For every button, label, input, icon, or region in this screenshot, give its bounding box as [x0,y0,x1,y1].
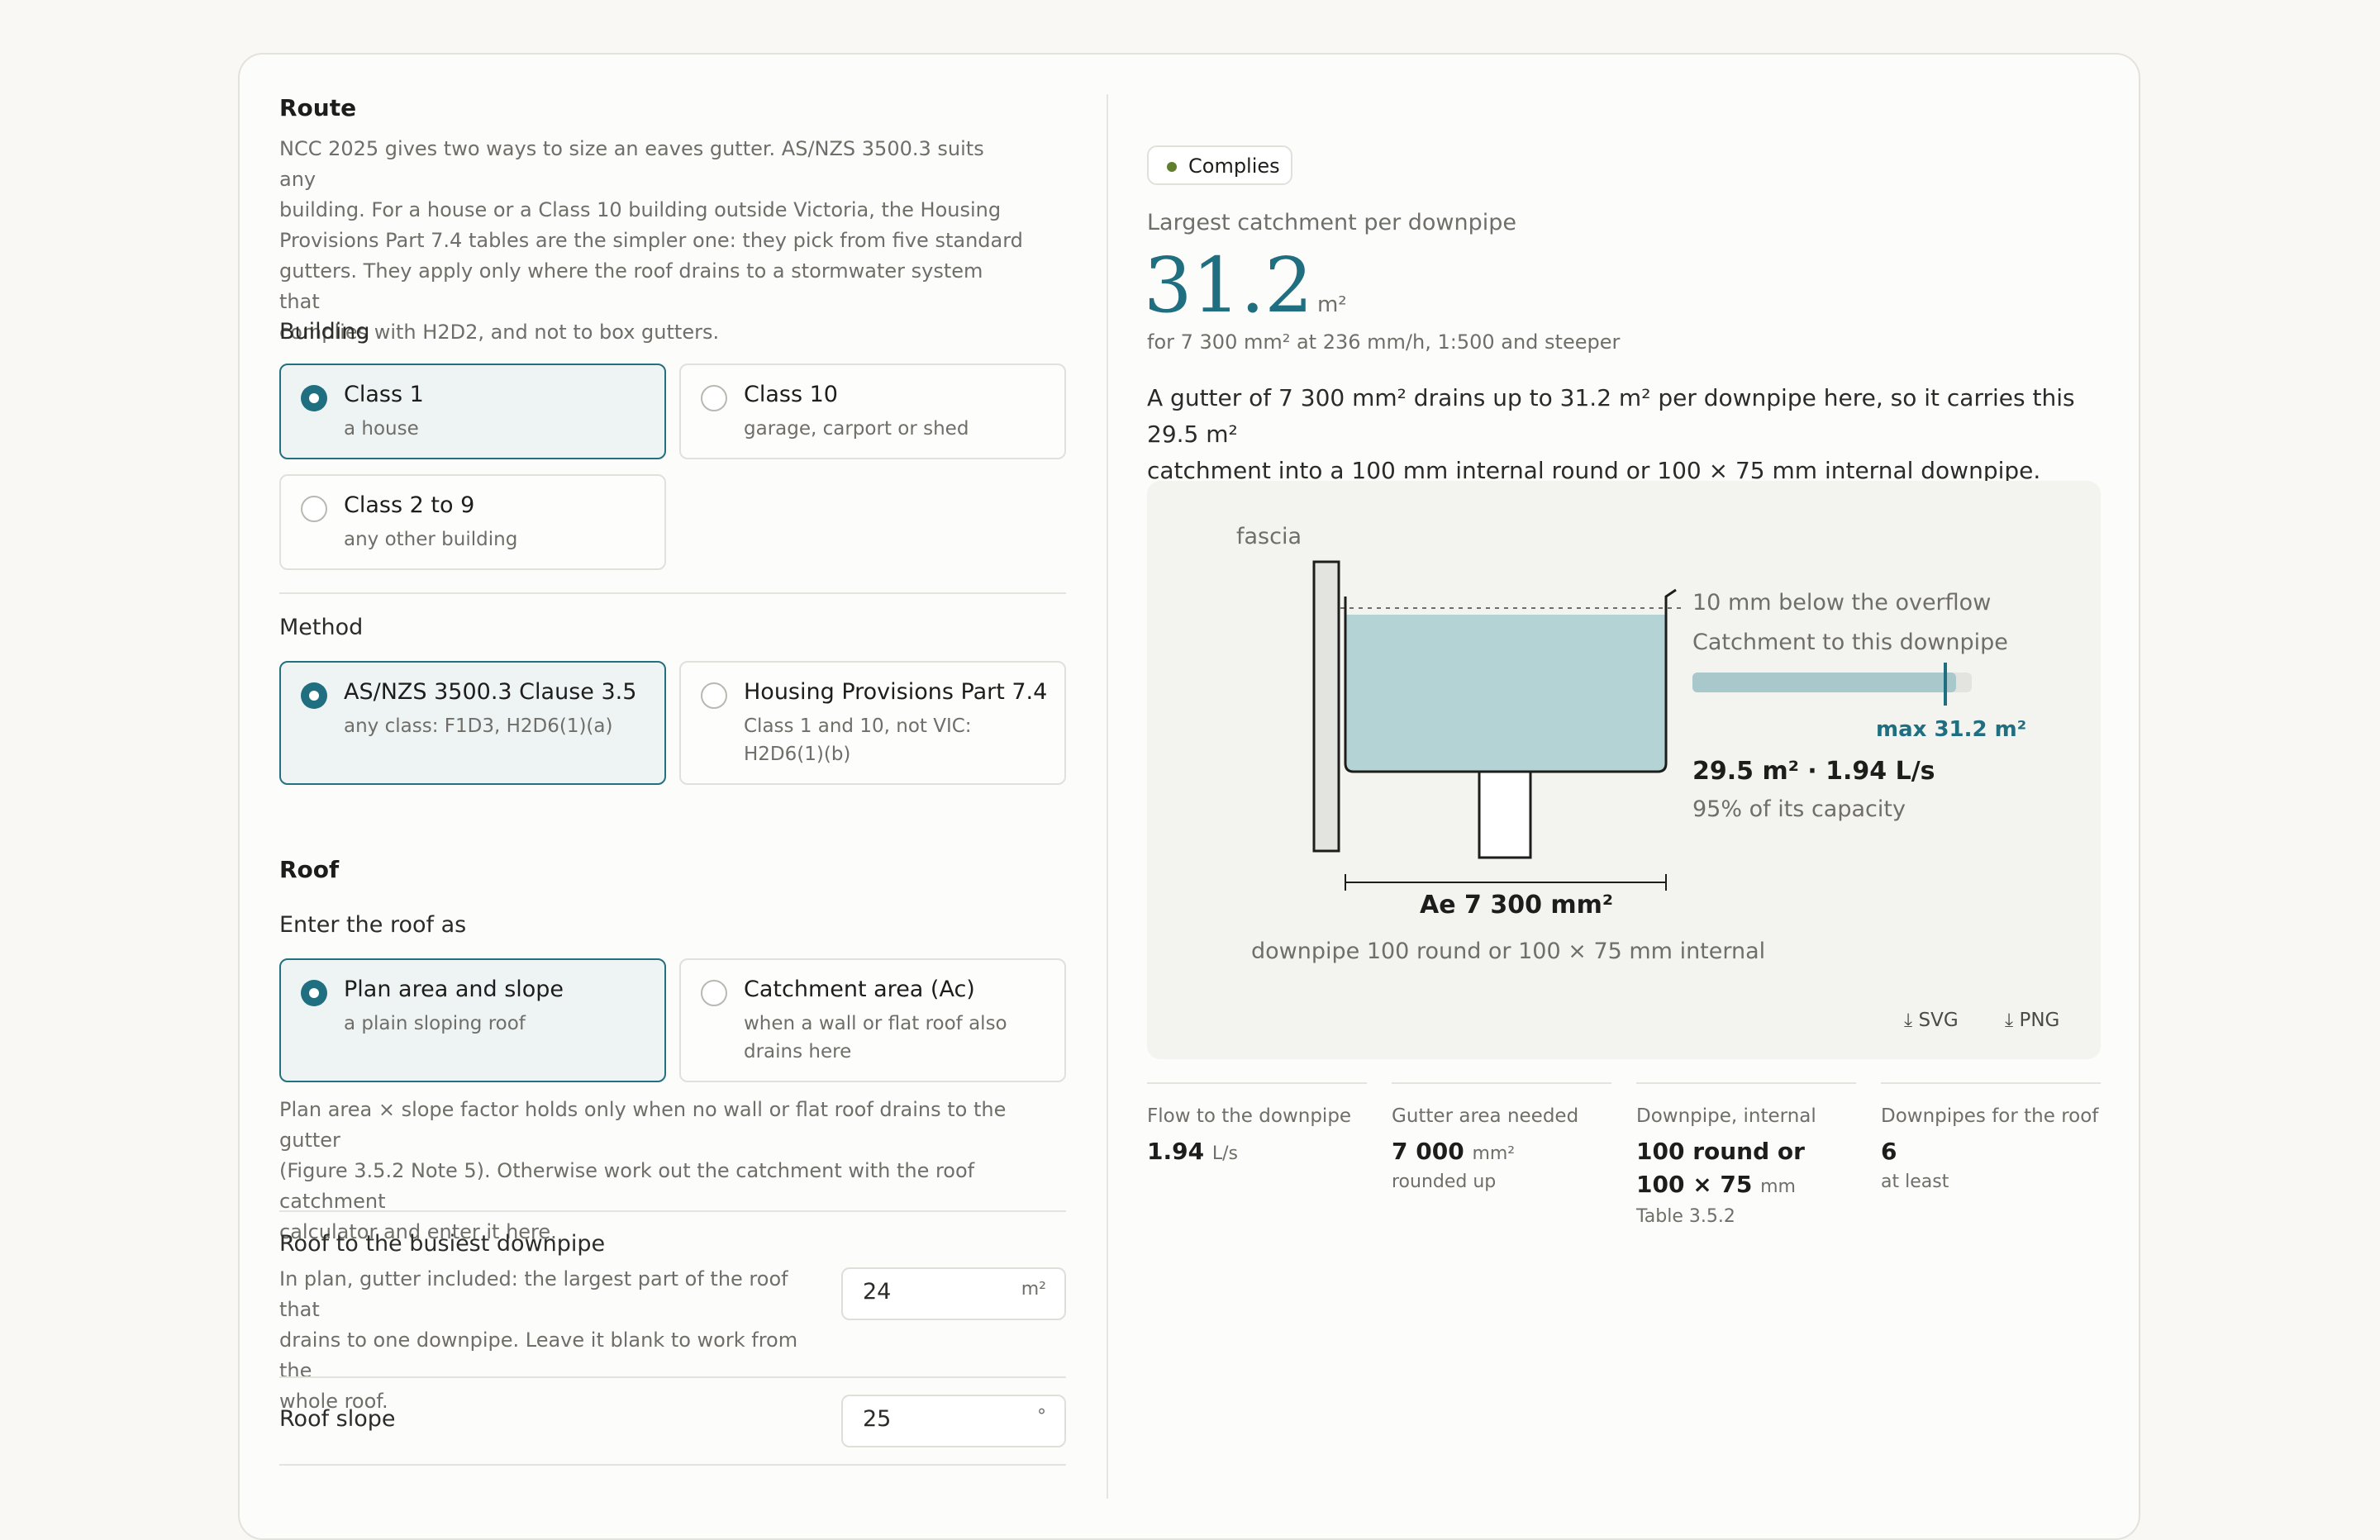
radio-unselected[interactable] [701,385,727,411]
stat-key: Downpipe, internal [1636,1105,1816,1127]
busiest-downpipe-label: Roof to the busiest downpipe [279,1231,606,1257]
input-unit: m² [1021,1279,1046,1300]
stat-flow: Flow to the downpipe 1.94 L/s [1147,1082,1367,1165]
option-subtitle: garage, carport or shed [744,418,969,440]
download-icon: ⤓ [2005,1010,2014,1031]
result-unit: m² [1316,292,1347,317]
divider [279,1464,1066,1466]
radio-unselected[interactable] [301,496,327,522]
result-summary: A gutter of 7 300 mm² drains up to 31.2 … [1147,384,2075,484]
input-unit: ° [1037,1406,1046,1427]
status-text: Complies [1188,154,1280,178]
result-value-group: 31.2 m² [1144,241,1347,330]
roof-heading: Roof [279,856,340,883]
option-subtitle: when a wall or flat roof also drains her… [744,1013,1007,1062]
fascia-label: fascia [1236,524,1302,549]
option-subtitle: any class: F1D3, H2D6(1)(a) [344,715,613,737]
option-class-1[interactable]: Class 1 a house [279,364,666,459]
method-label: Method [279,615,364,640]
gutter-cross-section [1312,560,1972,891]
status-dot [1167,162,1177,172]
catchment-bar-fill [1692,673,1956,692]
option-title: Class 2 to 9 [344,492,475,518]
radio-selected[interactable] [301,682,327,709]
radio-unselected[interactable] [701,682,727,709]
roof-slope-label: Roof slope [279,1406,396,1432]
option-as-nzs-3500[interactable]: AS/NZS 3500.3 Clause 3.5 any class: F1D3… [279,661,666,785]
option-subtitle: a plain sloping roof [344,1013,526,1034]
column-divider [1107,94,1108,1499]
option-housing-provisions[interactable]: Housing Provisions Part 7.4 Class 1 and … [679,661,1066,785]
roof-entry-label: Enter the roof as [279,912,467,938]
fascia-board [1312,560,1340,853]
radio-selected[interactable] [301,385,327,411]
option-title: AS/NZS 3500.3 Clause 3.5 [344,679,637,705]
radio-unselected[interactable] [701,980,727,1006]
downpipe-label: downpipe 100 round or 100 × 75 mm intern… [1251,939,1766,964]
stat-value: 100 round or 100 × 75 mm [1636,1138,1805,1198]
stat-key: Gutter area needed [1392,1105,1579,1127]
stat-key: Downpipes for the roof [1881,1105,2099,1127]
catchment-label: Catchment to this downpipe [1692,630,2008,655]
result-value: 31.2 [1144,241,1313,330]
overflow-label: 10 mm below the overflow [1692,590,1992,616]
roof-note: Plan area × slope factor holds only when… [279,1098,1007,1243]
option-title: Class 1 [344,382,424,407]
option-title: Plan area and slope [344,977,564,1002]
stat-value: 7 000 mm² [1392,1138,1516,1165]
download-icon: ⤓ [1904,1010,1913,1031]
option-subtitle: any other building [344,529,518,550]
option-subtitle: a house [344,418,419,440]
gutter-diagram: fascia 10 mm below the overflow Catchmen… [1147,481,2101,1059]
option-plan-area-slope[interactable]: Plan area and slope a plain sloping roof [279,958,666,1082]
load-label: 29.5 m² · 1.94 L/s [1692,757,1935,786]
option-class-10[interactable]: Class 10 garage, carport or shed [679,364,1066,459]
divider [279,1210,1066,1212]
stat-value: 1.94 L/s [1147,1138,1238,1165]
radio-selected[interactable] [301,980,327,1006]
input-value: 24 [863,1279,892,1305]
building-label: Building [279,319,370,345]
download-svg-button[interactable]: ⤓ SVG [1904,1010,1959,1031]
option-catchment-area[interactable]: Catchment area (Ac) when a wall or flat … [679,958,1066,1082]
status-badge: Complies [1147,145,1292,185]
option-title: Catchment area (Ac) [744,977,975,1002]
stat-note: at least [1881,1172,1949,1192]
stat-note: rounded up [1392,1172,1497,1192]
roof-slope-input[interactable]: 25 ° [841,1395,1066,1447]
ae-label: Ae 7 300 mm² [1420,891,1614,920]
stat-note: Table 3.5.2 [1636,1206,1735,1227]
capacity-label: 95% of its capacity [1692,796,1906,822]
downpipe-shape [1478,770,1532,859]
input-value: 25 [863,1406,892,1432]
gutter-outline [1344,588,1677,773]
route-heading: Route [279,94,357,121]
route-intro: NCC 2025 gives two ways to size an eaves… [279,137,1023,344]
result-context: for 7 300 mm² at 236 mm/h, 1:500 and ste… [1147,330,1621,354]
busiest-downpipe-input[interactable]: 24 m² [841,1267,1066,1320]
divider [279,592,1066,594]
stat-gutter-area: Gutter area needed 7 000 mm² rounded up [1392,1082,1611,1192]
stat-downpipe: Downpipe, internal 100 round or 100 × 75… [1636,1082,1856,1227]
option-subtitle: Class 1 and 10, not VIC: H2D6(1)(b) [744,715,972,765]
stat-value: 6 [1881,1138,1897,1165]
stat-downpipes-count: Downpipes for the roof 6 at least [1881,1082,2101,1192]
busiest-downpipe-help: In plan, gutter included: the largest pa… [279,1267,798,1413]
max-label: max 31.2 m² [1876,717,2027,742]
result-heading: Largest catchment per downpipe [1147,210,1517,235]
option-title: Class 10 [744,382,838,407]
divider [279,1376,1066,1378]
download-png-button[interactable]: ⤓ PNG [2005,1010,2060,1031]
option-title: Housing Provisions Part 7.4 [744,679,1048,705]
water-fill [1345,615,1666,772]
max-marker [1944,663,1947,706]
stat-key: Flow to the downpipe [1147,1105,1352,1127]
option-class-2-to-9[interactable]: Class 2 to 9 any other building [279,474,666,570]
